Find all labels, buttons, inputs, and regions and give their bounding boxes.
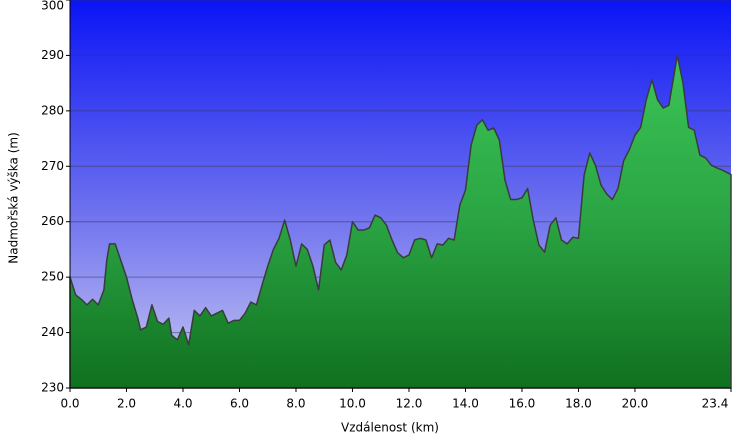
x-tick-label: 4.0 — [173, 397, 192, 411]
y-axis-label: Nadmořská výška (m) — [7, 132, 21, 263]
x-tick-label: 10.0 — [339, 397, 366, 411]
y-tick-label: 280 — [41, 103, 64, 117]
x-axis-label: Vzdálenost (km) — [341, 421, 439, 435]
y-tick-label: 230 — [41, 381, 64, 395]
x-tick-label: 20.0 — [622, 397, 649, 411]
x-tick-label: 2.0 — [117, 397, 136, 411]
y-tick-label: 250 — [41, 270, 64, 284]
y-tick-label: 270 — [41, 159, 64, 173]
elevation-area — [69, 54, 732, 389]
x-tick-label: 18.0 — [565, 397, 592, 411]
y-tick-label: 300 — [41, 0, 64, 13]
y-tick-label: 240 — [41, 325, 64, 339]
y-tick-label: 290 — [41, 48, 64, 62]
x-tick-label: 8.0 — [286, 397, 305, 411]
x-tick-label: 23.4 — [702, 397, 729, 411]
x-tick-label: 0.0 — [60, 397, 79, 411]
x-tick-label: 16.0 — [509, 397, 536, 411]
x-tick-label: 14.0 — [452, 397, 479, 411]
y-tick-label: 260 — [41, 214, 64, 228]
area-layer — [69, 54, 732, 389]
x-tick-label: 6.0 — [230, 397, 249, 411]
x-tick-label: 12.0 — [396, 397, 423, 411]
